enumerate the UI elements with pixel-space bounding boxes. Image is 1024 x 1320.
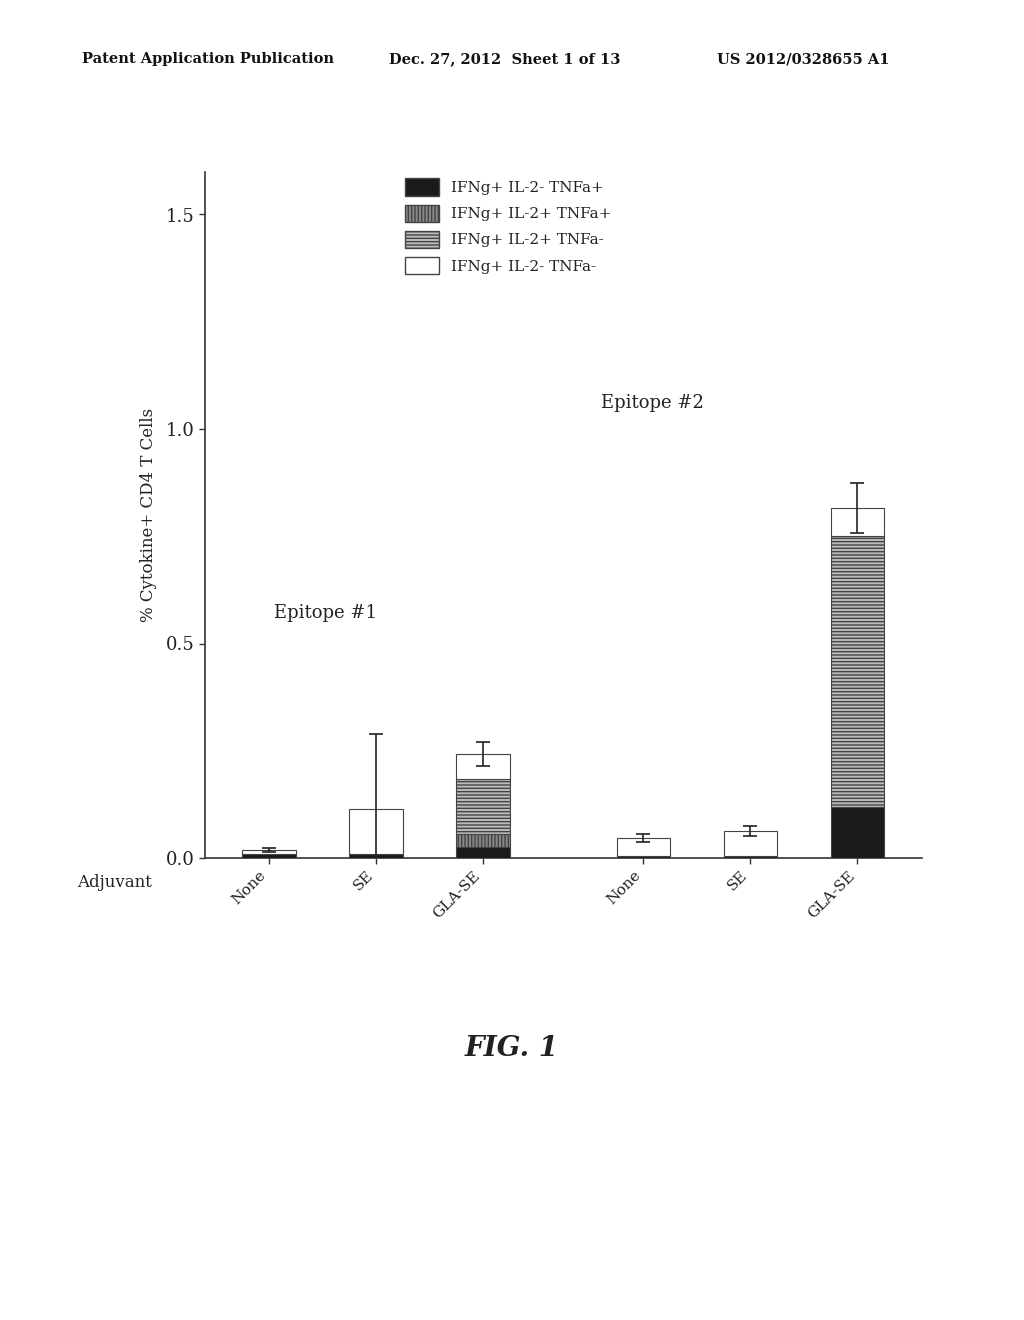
Bar xyxy=(457,834,510,847)
Bar xyxy=(616,838,670,855)
Text: Epitope #2: Epitope #2 xyxy=(601,393,703,412)
Bar xyxy=(243,854,296,858)
Text: Patent Application Publication: Patent Application Publication xyxy=(82,53,334,66)
Bar xyxy=(457,779,510,834)
Text: Adjuvant: Adjuvant xyxy=(77,874,152,891)
Bar xyxy=(724,855,777,858)
Bar xyxy=(830,508,884,536)
Bar xyxy=(243,850,296,854)
Y-axis label: % Cytokine+ CD4 T Cells: % Cytokine+ CD4 T Cells xyxy=(140,408,157,622)
Bar xyxy=(457,847,510,858)
Text: Dec. 27, 2012  Sheet 1 of 13: Dec. 27, 2012 Sheet 1 of 13 xyxy=(389,53,621,66)
Bar xyxy=(830,807,884,858)
Text: FIG. 1: FIG. 1 xyxy=(465,1035,559,1063)
Bar xyxy=(349,854,402,858)
Bar xyxy=(457,754,510,779)
Legend: IFNg+ IL-2- TNFa+, IFNg+ IL-2+ TNFa+, IFNg+ IL-2+ TNFa-, IFNg+ IL-2- TNFa-: IFNg+ IL-2- TNFa+, IFNg+ IL-2+ TNFa+, IF… xyxy=(398,173,617,280)
Bar xyxy=(616,855,670,858)
Text: US 2012/0328655 A1: US 2012/0328655 A1 xyxy=(717,53,889,66)
Bar xyxy=(724,832,777,855)
Bar xyxy=(830,536,884,807)
Bar xyxy=(349,809,402,854)
Text: Epitope #1: Epitope #1 xyxy=(274,603,377,622)
